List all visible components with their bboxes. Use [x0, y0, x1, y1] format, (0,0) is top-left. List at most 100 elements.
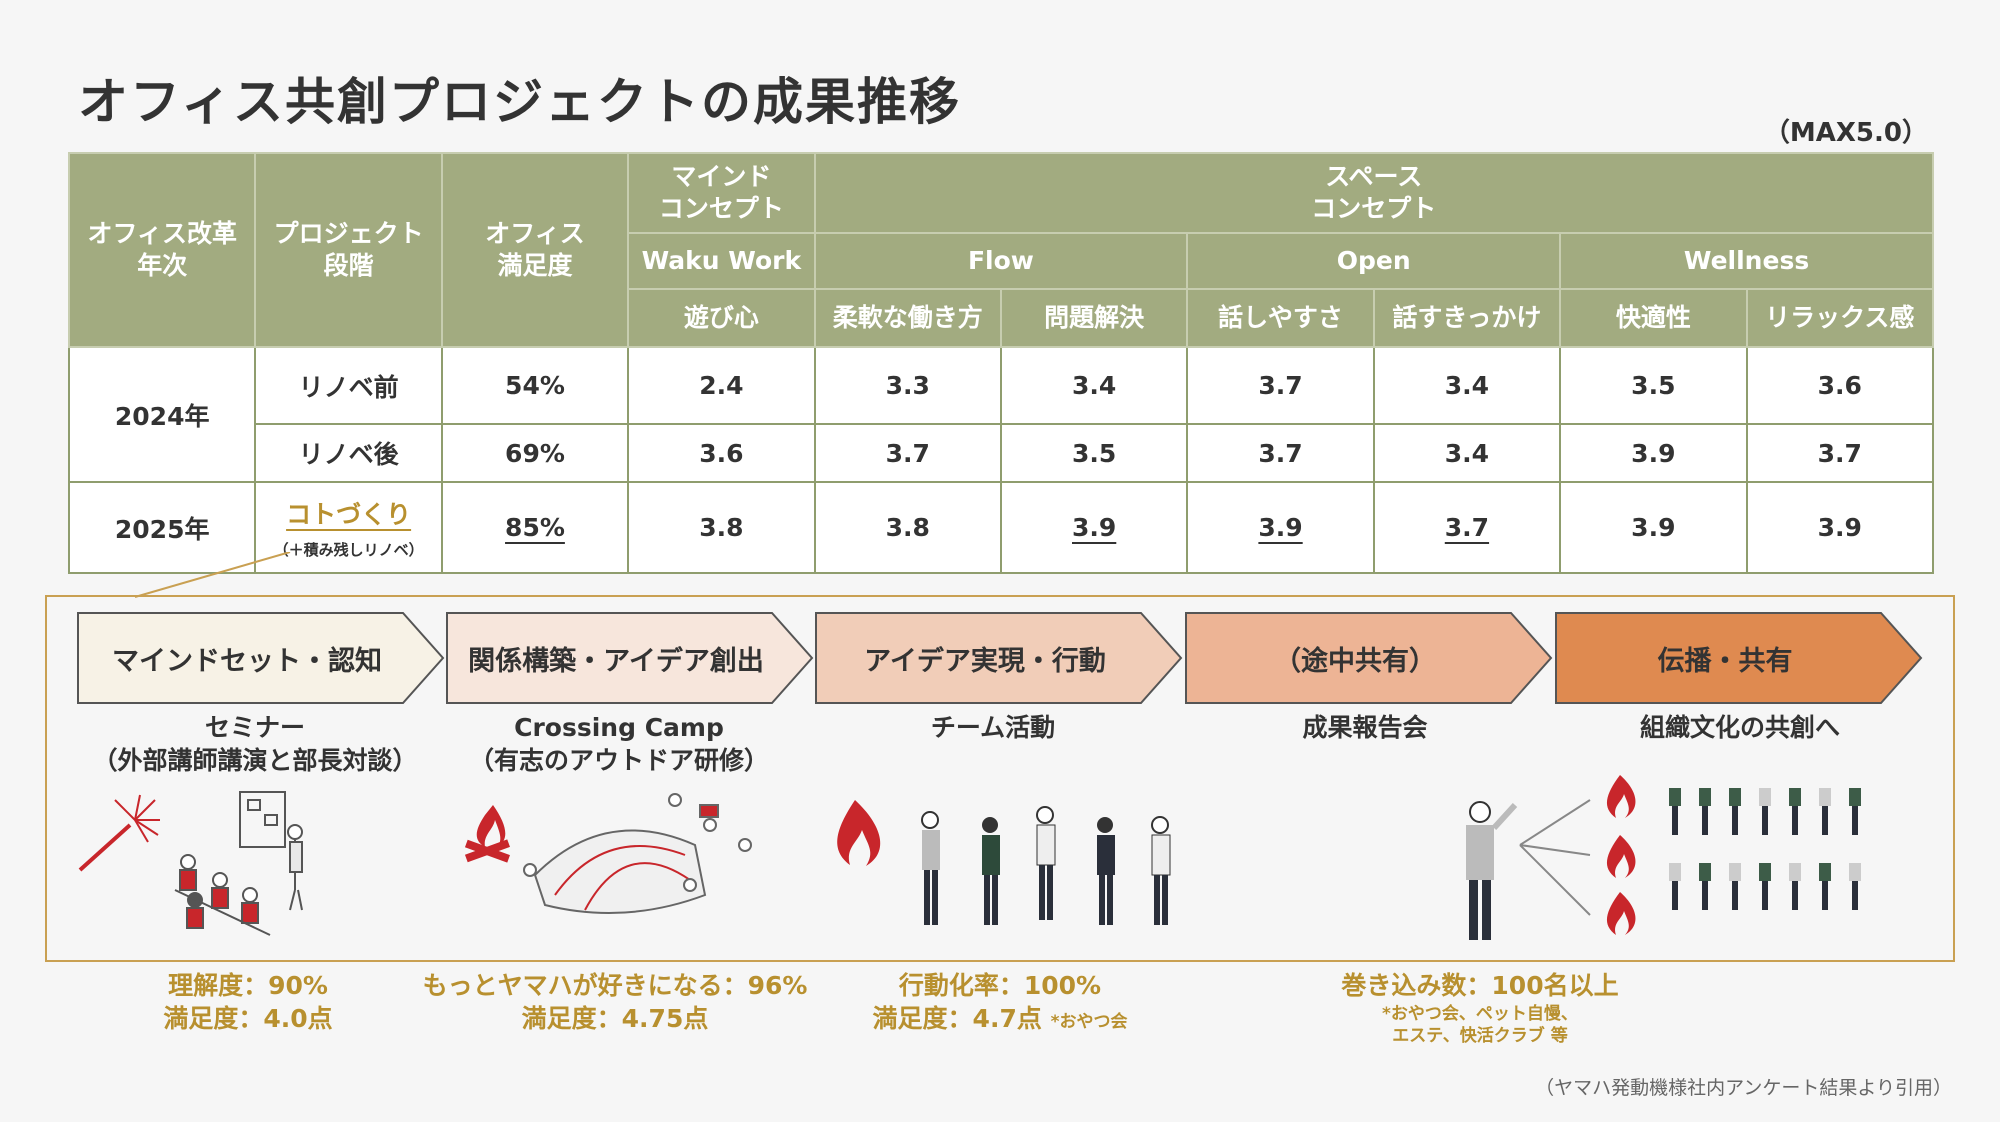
callout-connector [134, 552, 291, 598]
value-cell: 3.8 [627, 481, 816, 574]
team-people-icon [921, 806, 1171, 925]
header-relax: リラックス感 [1745, 288, 1935, 348]
chevron-shape [1185, 612, 1553, 704]
value-cell: 3.9 [1745, 481, 1935, 574]
spread-illustration [1466, 775, 1861, 940]
header-hanashi: 話しやすさ [1186, 288, 1375, 348]
activity-team: チーム活動 [930, 713, 1056, 742]
value-cell: 3.7 [813, 423, 1002, 483]
phase-cell: リノベ前 [254, 346, 443, 425]
campfire-icon [464, 805, 510, 863]
sparkler-icon [78, 794, 160, 872]
table-row: 2024年 リノベ前 54% 2.4 3.3 3.4 3.7 3.4 3.5 3… [67, 346, 1935, 483]
activity-report: 成果報告会 [1302, 713, 1428, 742]
source-footnote: （ヤマハ発動機様社内アンケート結果より引用） [1535, 1077, 1952, 1099]
header-kaiteki: 快適性 [1559, 288, 1748, 348]
header-mondai: 問題解決 [999, 288, 1189, 348]
phase-highlight: コトづくり [286, 500, 412, 529]
phase-subnote: （＋積み残しリノベ） [273, 541, 424, 559]
table-row: リノベ後 69% 3.6 3.7 3.5 3.7 3.4 3.9 3.7 [69, 423, 1935, 483]
metric-action-rate: 行動化率：100% [898, 971, 1102, 1000]
value-cell: 3.7 [1745, 423, 1935, 483]
step-action: アイデア実現・行動 [815, 612, 1185, 704]
arrow-icon [1519, 799, 1591, 916]
camp-illustration [464, 793, 752, 914]
stages-panel [45, 595, 1955, 962]
chevron-shape [77, 612, 445, 704]
header-phase: プロジェクト 段階 [254, 152, 443, 348]
value-cell: 3.9 [1186, 481, 1375, 574]
metric-spread: 巻き込み数：100名以上 *おやつ会、ペット自慢、 エステ、快活クラブ 等 [1300, 970, 1660, 1047]
satisfaction-cell: 85% [440, 481, 630, 574]
phase-cell: リノベ後 [254, 423, 443, 483]
activity-camp: Crossing Camp （有志のアウトドア研修） [468, 713, 769, 775]
chevron-shape [815, 612, 1183, 704]
step-label: （途中共有） [1274, 645, 1436, 677]
header-open: Open [1186, 232, 1562, 290]
step-label: 伝播・共有 [1657, 645, 1793, 677]
table-row: 2025年 コトづくり （＋積み残しリノベ） 85% 3.8 3.8 3.9 3… [67, 481, 1935, 574]
flame-icon [1606, 775, 1636, 935]
team-illustration [837, 800, 1171, 925]
page-title: オフィス共創プロジェクトの成果推移 [78, 73, 961, 131]
step-mindset: マインドセット・認知 [77, 612, 447, 704]
metric-team: 行動化率：100% 満足度：4.7点 *おやつ会 [850, 970, 1150, 1035]
header-year: オフィス改革 年次 [67, 152, 257, 348]
speaker-person-icon [1466, 801, 1518, 940]
phase-cell: コトづくり （＋積み残しリノベ） [254, 481, 443, 574]
value-cell: 3.6 [627, 423, 816, 483]
value-cell: 3.5 [1559, 346, 1748, 425]
value-cell: 3.7 [1186, 346, 1375, 425]
activity-culture: 組織文化の共創へ [1639, 713, 1840, 742]
value-cell: 3.5 [999, 423, 1189, 483]
classroom-icon [239, 791, 303, 911]
step-label: マインドセット・認知 [112, 645, 382, 677]
satisfaction-cell: 54% [440, 346, 630, 425]
results-table: オフィス改革 年次 プロジェクト 段階 オフィス 満足度 マインド コンセプト … [67, 152, 1935, 574]
step-midway-share: （途中共有） [1185, 612, 1555, 704]
metric-involvement: 巻き込み数：100名以上 [1341, 971, 1619, 1000]
year-cell: 2025年 [67, 481, 257, 574]
seminar-illustration [78, 791, 303, 936]
header-mind-concept: マインド コンセプト [627, 152, 816, 234]
activity-seminar: セミナー （外部講師講演と部長対談） [92, 713, 418, 775]
header-satisfaction: オフィス 満足度 [440, 152, 630, 348]
flame-icon [837, 800, 881, 866]
header-space-concept: スペース コンセプト [813, 152, 1935, 234]
metric-camp: もっとヤマハが好きになる：96% 満足度：4.75点 [422, 971, 808, 1033]
metric-seminar: 理解度：90% 満足度：4.0点 [163, 971, 333, 1033]
header-kikkake: 話すきっかけ [1372, 288, 1562, 348]
value-cell: 3.9 [999, 481, 1189, 574]
header-waku-work: Waku Work [627, 232, 816, 290]
value-cell: 3.3 [813, 346, 1002, 425]
metric-spread-note: *おやつ会、ペット自慢、 エステ、快活クラブ 等 [1382, 1003, 1578, 1046]
header-wellness: Wellness [1559, 232, 1934, 290]
metric-team-satisfaction: 満足度：4.7点 *おやつ会 [872, 1003, 1128, 1033]
tent-icon [533, 829, 707, 914]
metric-team-note: *おやつ会 [1050, 1011, 1128, 1032]
step-spread: 伝播・共有 [1555, 612, 1925, 704]
chevron-shape [1555, 612, 1923, 704]
satisfaction-cell: 69% [440, 423, 630, 483]
value-cell: 3.9 [1559, 481, 1748, 574]
value-cell: 3.6 [1745, 346, 1935, 425]
audience-icon [174, 854, 271, 936]
value-cell: 3.4 [1372, 346, 1562, 425]
crowd-icon [1669, 788, 1861, 910]
value-cell: 3.7 [1186, 423, 1375, 483]
chevron-shape [446, 612, 814, 704]
value-cell: 3.9 [1559, 423, 1748, 483]
step-relationship: 関係構築・アイデア創出 [446, 612, 816, 704]
value-cell: 3.4 [1372, 423, 1562, 483]
value-cell: 3.8 [813, 481, 1002, 574]
year-cell: 2024年 [67, 346, 257, 483]
header-flow: Flow [813, 232, 1189, 290]
people-icon [523, 793, 752, 892]
header-asobi: 遊び心 [627, 288, 816, 348]
step-label: 関係構築・アイデア創出 [468, 645, 764, 677]
value-cell: 2.4 [627, 346, 816, 425]
step-label: アイデア実現・行動 [864, 645, 1106, 677]
max-note: （MAX5.0） [1763, 118, 1928, 148]
value-cell: 3.4 [999, 346, 1189, 425]
value-cell: 3.7 [1372, 481, 1562, 574]
